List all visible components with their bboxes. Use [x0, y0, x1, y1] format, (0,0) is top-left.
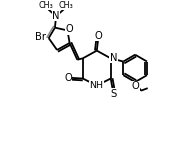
Text: O: O: [66, 24, 74, 34]
Text: S: S: [110, 89, 116, 99]
Text: Br: Br: [35, 32, 46, 42]
Text: O: O: [95, 31, 102, 41]
Text: O: O: [132, 81, 139, 91]
Text: NH: NH: [89, 81, 103, 90]
Text: CH₃: CH₃: [59, 1, 74, 10]
Text: N: N: [52, 11, 60, 20]
Text: N: N: [110, 53, 117, 63]
Text: O: O: [64, 73, 72, 83]
Text: CH₃: CH₃: [39, 1, 53, 10]
